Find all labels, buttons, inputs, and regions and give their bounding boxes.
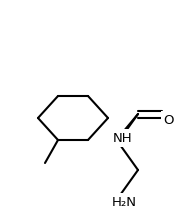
Text: H₂N: H₂N — [112, 196, 137, 208]
Text: NH: NH — [113, 131, 133, 145]
Text: O: O — [163, 113, 173, 127]
